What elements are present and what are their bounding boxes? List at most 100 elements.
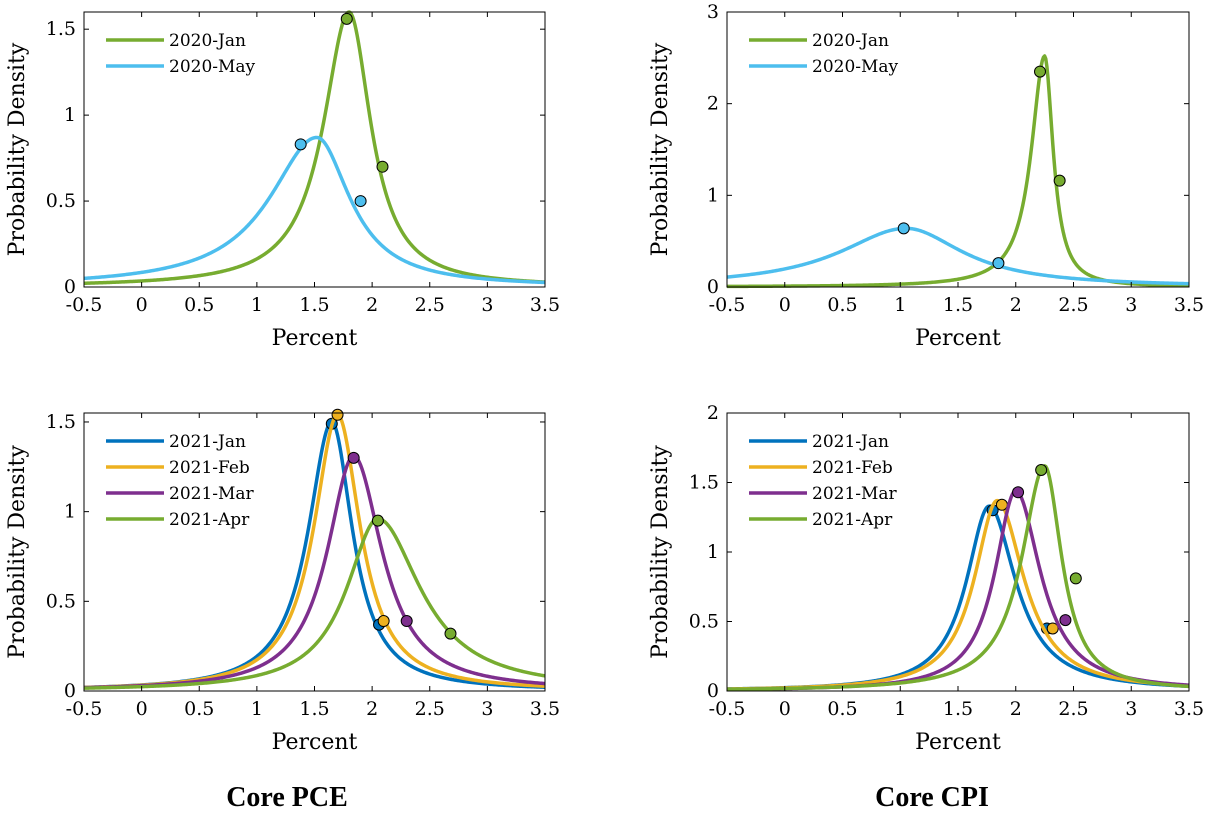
axes-box	[726, 11, 1190, 288]
legend-label-2021-mar: 2021-Mar	[169, 484, 255, 504]
x-tick-label: 1	[251, 294, 263, 316]
y-tick-label: 1	[64, 501, 76, 523]
x-tick-label: 2	[1010, 294, 1022, 316]
marker-2020-jan-1	[1034, 65, 1047, 78]
x-axis-label: Percent	[915, 730, 1001, 755]
chart-panel-3: -0.5 0 0.5 1 1.5 2 2.5 3 3.500.511.5PercentProba…	[5, 408, 560, 755]
x-tick-label: 3.5	[1174, 698, 1204, 720]
x-tick-label: 2.5	[415, 698, 445, 720]
axes-box	[726, 412, 1190, 692]
x-tick-label: 0	[779, 698, 791, 720]
y-axis-label: Probability Density	[648, 445, 673, 659]
y-tick-label: 2	[707, 93, 719, 115]
x-tick-label: 0	[779, 294, 791, 316]
marker-2020-jan-1	[340, 12, 353, 25]
x-tick-label: 2.5	[1058, 698, 1088, 720]
marker-2021-mar-2	[400, 615, 413, 628]
legend-label-2021-mar: 2021-Mar	[812, 484, 898, 504]
x-tick-label: 2.5	[415, 294, 445, 316]
y-tick-label: 0.5	[46, 590, 76, 612]
y-tick-label: 0	[707, 276, 719, 298]
y-tick-label: 1	[707, 541, 719, 563]
x-tick-label: 3.5	[1174, 294, 1204, 316]
marker-2021-apr-1	[1035, 463, 1048, 476]
x-tick-label: 3	[481, 294, 493, 316]
legend-label-2021-apr: 2021-Apr	[812, 510, 893, 530]
y-tick-label: 0.5	[46, 190, 76, 212]
x-tick-label: 0.5	[184, 294, 214, 316]
marker-2020-jan-2	[376, 160, 389, 173]
chart-panel-2: -0.5 0 0.5 1 1.5 2 2.5 3 3.50123PercentProbabili…	[648, 1, 1204, 351]
x-tick-label: 1.5	[299, 698, 329, 720]
x-tick-label: 0	[136, 294, 148, 316]
y-tick-label: 1	[707, 184, 719, 206]
marker-2021-feb-1	[995, 498, 1008, 511]
x-tick-label: 1	[251, 698, 263, 720]
chart-panel-4: -0.5 0 0.5 1 1.5 2 2.5 3 3.500.511.52PercentProb…	[648, 402, 1204, 755]
chart-panel-1: -0.5 0 0.5 1 1.5 2 2.5 3 3.500.511.5PercentProba…	[5, 10, 560, 351]
axes-box	[83, 11, 546, 288]
marker-2020-may-1	[294, 138, 307, 151]
x-tick-label: 0.5	[827, 294, 857, 316]
legend-label-2021-feb: 2021-Feb	[169, 458, 250, 478]
y-axis-label: Probability Density	[648, 42, 673, 256]
x-tick-label: 1	[894, 294, 906, 316]
series-line-2021-jan	[726, 504, 1190, 691]
series-line-2021-apr	[83, 517, 546, 690]
series-line-2020-jan	[726, 54, 1190, 289]
y-tick-label: 2	[707, 402, 719, 424]
y-tick-label: 1.5	[689, 472, 719, 494]
legend-label-2021-apr: 2021-Apr	[169, 510, 250, 530]
axes-box	[83, 412, 546, 692]
y-tick-label: 1.5	[46, 411, 76, 433]
legend-label-2021-jan: 2021-Jan	[169, 432, 246, 452]
marker-2021-mar-2	[1059, 614, 1072, 627]
legend-label-2021-jan: 2021-Jan	[812, 432, 889, 452]
x-tick-label: 0.5	[184, 698, 214, 720]
x-tick-label: 3.5	[530, 698, 560, 720]
marker-2021-apr-1	[371, 514, 384, 527]
y-tick-label: 1	[64, 104, 76, 126]
x-axis-label: Percent	[915, 326, 1001, 351]
marker-2021-mar-1	[347, 451, 360, 464]
x-tick-label: 2.5	[1058, 294, 1088, 316]
x-tick-label: 2	[366, 698, 378, 720]
x-tick-label: 1.5	[943, 698, 973, 720]
y-axis-label: Probability Density	[5, 445, 30, 659]
marker-2021-mar-1	[1012, 486, 1025, 499]
x-tick-label: 0	[136, 698, 148, 720]
series-line-2020-may	[726, 226, 1190, 286]
y-tick-label: 0	[707, 680, 719, 702]
series-line-2020-may	[83, 135, 546, 285]
x-tick-label: 2	[1010, 698, 1022, 720]
x-tick-label: 3	[1125, 294, 1137, 316]
marker-2020-may-2	[354, 195, 367, 208]
y-tick-label: 0	[64, 276, 76, 298]
marker-2021-feb-2	[377, 615, 390, 628]
x-axis-label: Percent	[272, 326, 358, 351]
x-tick-label: -0.5	[709, 294, 746, 316]
x-tick-label: 1.5	[299, 294, 329, 316]
marker-2020-jan-2	[1053, 174, 1066, 187]
marker-2021-apr-2	[444, 627, 457, 640]
series-line-2020-jan	[83, 10, 546, 286]
x-tick-label: 3.5	[530, 294, 560, 316]
legend-label-2020-may: 2020-May	[169, 57, 256, 77]
x-tick-label: -0.5	[66, 294, 103, 316]
legend-label-2020-jan: 2020-Jan	[812, 31, 889, 51]
legend-label-2020-jan: 2020-Jan	[169, 31, 246, 51]
y-tick-label: 0	[64, 680, 76, 702]
marker-2021-feb-2	[1046, 622, 1059, 635]
column-title-core-cpi: Core CPI	[875, 782, 989, 813]
y-tick-label: 3	[707, 1, 719, 23]
series-line-2021-apr	[726, 464, 1190, 692]
x-tick-label: -0.5	[66, 698, 103, 720]
legend-label-2021-feb: 2021-Feb	[812, 458, 893, 478]
marker-2021-apr-2	[1069, 572, 1082, 585]
x-tick-label: 3	[481, 698, 493, 720]
legend-label-2020-may: 2020-May	[812, 57, 899, 77]
y-axis-label: Probability Density	[5, 42, 30, 256]
x-tick-label: 1.5	[943, 294, 973, 316]
x-tick-label: 3	[1125, 698, 1137, 720]
